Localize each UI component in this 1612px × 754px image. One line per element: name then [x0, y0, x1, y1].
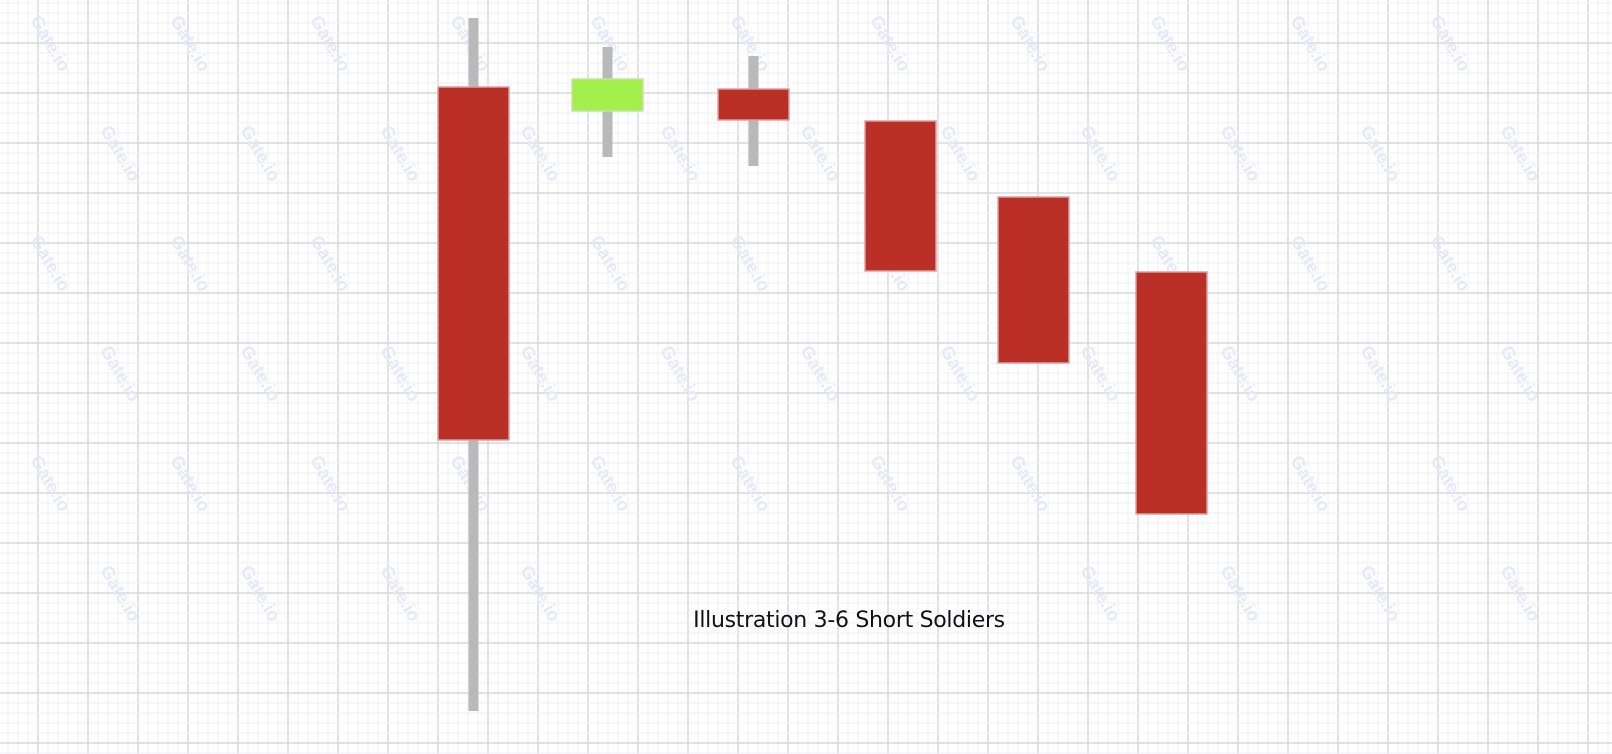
candle-wick-upper — [468, 18, 479, 87]
candle-body — [997, 196, 1070, 364]
candle-body — [717, 88, 790, 121]
candle-wick-lower — [602, 111, 613, 157]
chart-title: Illustration 3-6 Short Soldiers — [693, 608, 1005, 633]
candle-body — [571, 78, 644, 112]
candle-body — [864, 120, 937, 272]
candle-body — [437, 86, 510, 441]
candles — [437, 18, 1208, 711]
candle-body — [1135, 271, 1208, 515]
candle-wick-lower — [468, 440, 479, 711]
candle-wick-upper — [748, 56, 759, 89]
candle-wick-lower — [748, 120, 759, 166]
candle-wick-upper — [602, 47, 613, 79]
